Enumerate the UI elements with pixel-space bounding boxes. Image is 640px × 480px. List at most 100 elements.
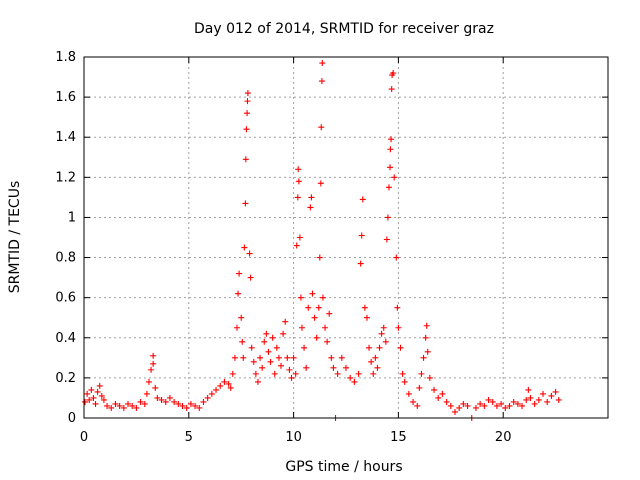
chart-title: Day 012 of 2014, SRMTID for receiver gra…: [194, 21, 494, 37]
data-point: [271, 370, 278, 377]
data-point: [313, 334, 320, 341]
data-point: [525, 386, 532, 393]
data-point: [378, 330, 385, 337]
data-point: [257, 354, 264, 361]
data-point: [316, 254, 323, 261]
data-point: [370, 370, 377, 377]
data-point: [387, 146, 394, 153]
data-point: [261, 338, 268, 345]
data-point: [152, 384, 159, 391]
data-point: [150, 360, 157, 367]
data-point: [343, 364, 349, 371]
data-point: [90, 394, 97, 401]
data-point: [82, 398, 89, 405]
data-point: [248, 344, 255, 351]
data-point: [204, 394, 211, 401]
data-point: [143, 390, 150, 397]
data-point: [418, 370, 425, 377]
data-point: [133, 404, 140, 411]
data-point: [145, 378, 152, 385]
data-point: [420, 354, 427, 361]
data-point: [531, 400, 538, 407]
data-point: [544, 398, 551, 405]
data-point: [241, 244, 248, 251]
data-point: [187, 400, 194, 407]
data-point: [387, 164, 394, 171]
data-point: [229, 370, 236, 377]
data-point: [328, 354, 335, 361]
data-point: [282, 318, 289, 325]
data-point: [125, 400, 132, 407]
data-point: [239, 338, 246, 345]
data-point: [426, 374, 433, 381]
grid: [84, 57, 608, 418]
data-point: [196, 404, 203, 411]
data-point: [227, 384, 234, 391]
data-point: [439, 390, 446, 397]
data-point: [318, 78, 325, 85]
data-point: [148, 366, 155, 373]
data-point: [298, 324, 305, 331]
data-point: [244, 98, 251, 105]
y-tick-label: 0.2: [55, 371, 76, 386]
data-point: [548, 392, 555, 399]
data-point: [374, 364, 381, 371]
data-point: [301, 344, 308, 351]
data-points: [82, 60, 562, 421]
data-point: [265, 348, 272, 355]
data-point: [154, 394, 161, 401]
data-point: [278, 362, 285, 369]
data-point: [269, 334, 276, 341]
data-point: [305, 304, 312, 311]
data-point: [326, 310, 333, 317]
data-point: [401, 378, 408, 385]
data-point: [162, 398, 169, 405]
data-point: [242, 156, 249, 163]
data-point: [275, 354, 282, 361]
data-point: [307, 204, 314, 211]
data-point: [116, 402, 123, 409]
data-point: [318, 124, 325, 131]
data-point: [393, 254, 400, 261]
axis-ticks: 0 0.2 0.4 0.6 0.8 1 1.2 1.4 1.6 1.8 0 5 10 15 20: [55, 50, 608, 445]
data-point: [422, 334, 429, 341]
y-axis-label: SRMTID / TECUs: [7, 181, 23, 294]
data-point: [150, 352, 157, 359]
x-tick-label: 10: [285, 430, 302, 445]
data-point: [506, 402, 513, 409]
y-tick-label: 1.2: [55, 170, 76, 185]
data-point: [296, 234, 303, 241]
data-point: [368, 358, 375, 365]
data-point: [208, 390, 215, 397]
data-point: [246, 250, 253, 257]
data-point: [92, 400, 99, 407]
data-point: [141, 400, 148, 407]
data-point: [472, 404, 479, 411]
data-point: [98, 392, 105, 399]
data-point: [308, 194, 315, 201]
data-point: [443, 398, 450, 405]
x-tick-label: 0: [80, 430, 88, 445]
data-point: [493, 402, 500, 409]
data-point: [552, 388, 559, 395]
data-point: [290, 354, 297, 361]
data-point: [86, 396, 93, 403]
data-point: [238, 314, 245, 321]
data-point: [363, 314, 370, 321]
data-point: [376, 344, 383, 351]
data-point: [267, 358, 274, 365]
data-point: [295, 178, 302, 185]
data-point: [96, 382, 103, 389]
data-point: [171, 398, 178, 405]
data-point: [391, 174, 398, 181]
data-point: [250, 358, 257, 365]
data-point: [514, 400, 521, 407]
x-tick-label: 5: [185, 430, 193, 445]
data-point: [527, 394, 534, 401]
data-point: [388, 86, 395, 93]
data-point: [297, 294, 304, 301]
data-point: [108, 404, 115, 411]
data-point: [384, 214, 391, 221]
data-point: [244, 90, 251, 97]
data-point: [88, 386, 95, 393]
